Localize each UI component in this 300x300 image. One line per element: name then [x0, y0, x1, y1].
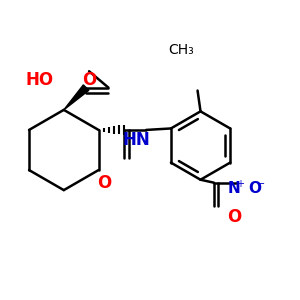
Text: N: N: [227, 181, 240, 196]
Text: O: O: [97, 174, 111, 192]
Text: HO: HO: [26, 71, 54, 89]
Polygon shape: [64, 85, 89, 110]
Text: O: O: [82, 71, 96, 89]
Text: CH₃: CH₃: [168, 44, 194, 57]
Text: HN: HN: [123, 130, 151, 148]
Text: O: O: [227, 208, 241, 226]
Text: +: +: [236, 179, 244, 189]
Text: O: O: [248, 181, 261, 196]
Text: −: −: [257, 179, 265, 189]
